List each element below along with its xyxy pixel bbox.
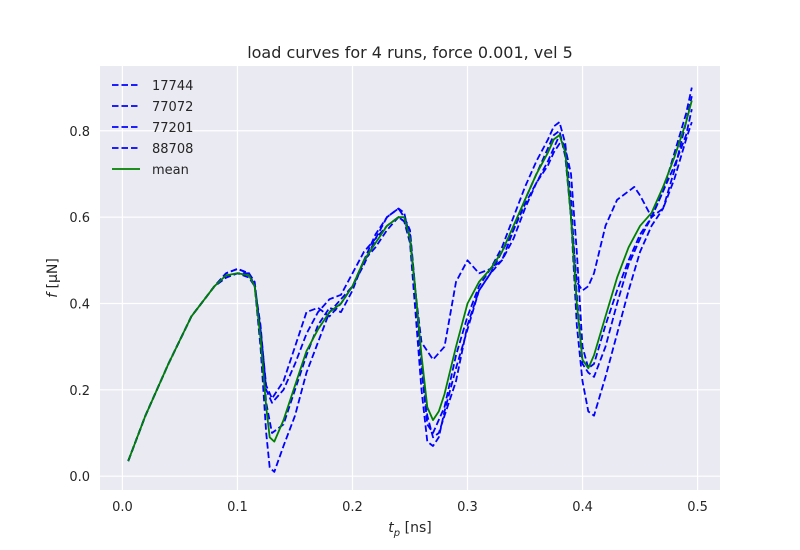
y-axis-label-unit: [μN] xyxy=(45,258,61,293)
legend: 17744 77072 77201 88708 mean xyxy=(112,79,193,178)
x-axis-label-main: t xyxy=(388,520,394,536)
legend-label-77201: 77201 xyxy=(152,121,193,136)
legend-label-mean: mean xyxy=(152,163,189,178)
series-line-88708 xyxy=(127,87,693,462)
legend-label-88708: 88708 xyxy=(152,142,193,157)
y-tick-label: 0.4 xyxy=(69,297,90,312)
x-tick-label: 0.0 xyxy=(112,500,133,515)
legend-label-17744: 17744 xyxy=(152,79,193,94)
x-tick-label: 0.2 xyxy=(342,500,363,515)
x-tick-label: 0.4 xyxy=(572,500,593,515)
series-group xyxy=(127,87,693,473)
y-tick-label: 0.2 xyxy=(69,384,90,399)
series-line-mean xyxy=(127,100,693,462)
x-tick-label: 0.5 xyxy=(687,500,708,515)
y-axis-label-main: f xyxy=(45,291,61,298)
legend-label-77072: 77072 xyxy=(152,100,193,115)
series-line-77072 xyxy=(127,96,693,473)
y-tick-label: 0.0 xyxy=(69,470,90,485)
x-tick-label: 0.3 xyxy=(457,500,478,515)
x-tick-label: 0.1 xyxy=(227,500,248,515)
y-axis-label: f [μN] xyxy=(45,258,61,298)
y-tick-label: 0.6 xyxy=(69,211,90,226)
x-axis-label: tp [ns] xyxy=(388,520,431,539)
x-axis-label-unit: [ns] xyxy=(400,520,432,536)
ticks: 0.0 0.1 0.2 0.3 0.4 0.5 0.0 0.2 0.4 0.6 0.8 xyxy=(69,125,708,515)
x-axis-label-sub: p xyxy=(393,528,400,539)
chart-title: load curves for 4 runs, force 0.001, vel… xyxy=(247,43,573,62)
y-tick-label: 0.8 xyxy=(69,125,90,140)
